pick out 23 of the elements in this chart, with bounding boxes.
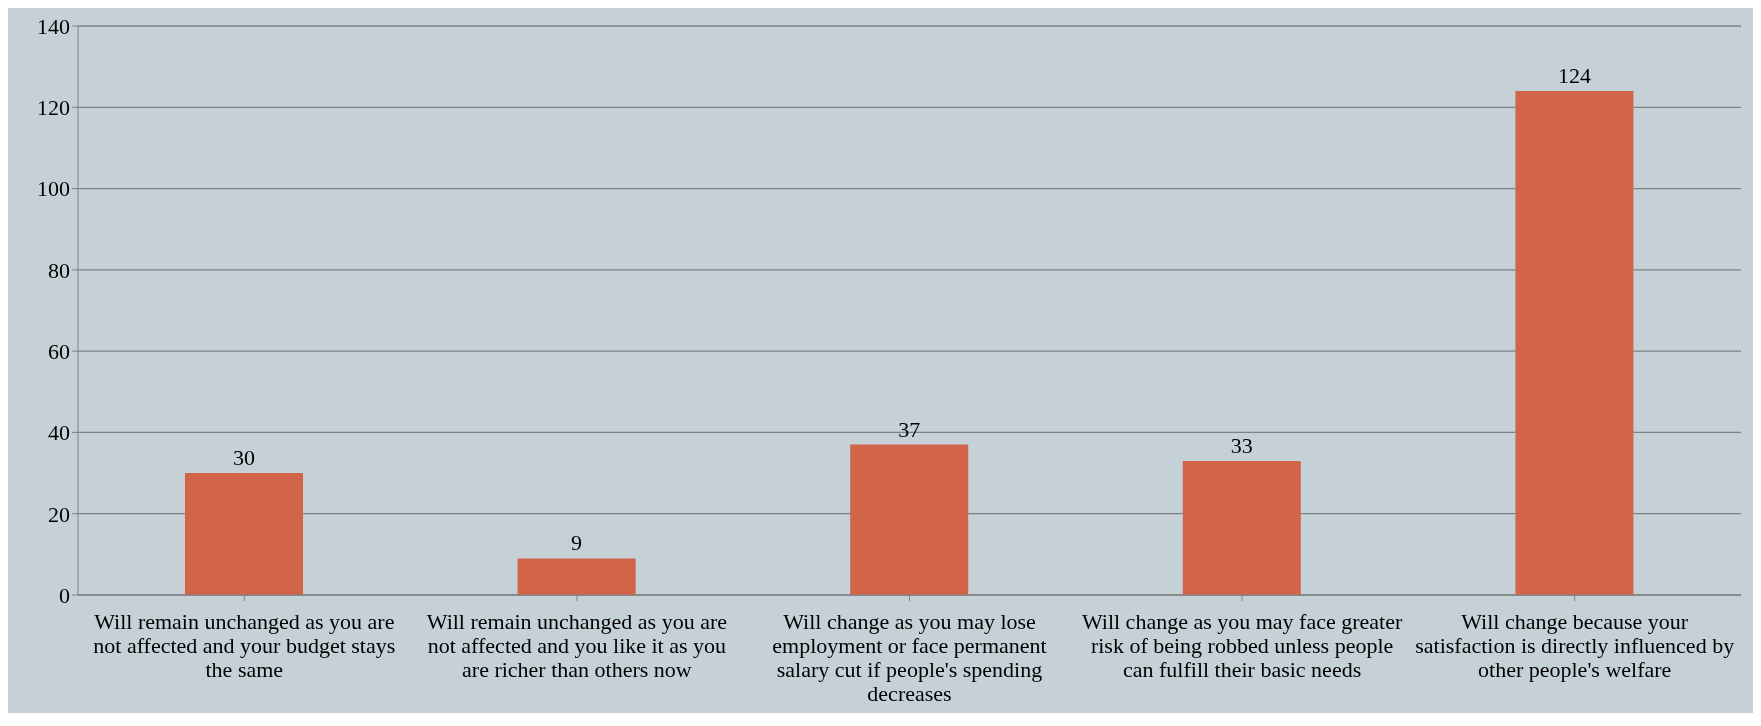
bar	[1515, 91, 1634, 595]
x-tick-label: Will change as you may face greater risk of being robbed unless people can fulfill their basic needs	[1081, 608, 1403, 682]
y-tick-label: 20	[48, 501, 70, 527]
y-tick-label: 60	[48, 338, 70, 364]
y-tick-label: 80	[48, 257, 70, 283]
data-label: 37	[898, 416, 921, 442]
bar	[850, 444, 969, 595]
y-tick-label: 100	[37, 176, 70, 202]
y-tick-label: 40	[48, 420, 70, 446]
y-tick-label: 140	[37, 13, 70, 39]
x-tick-label: Will remain unchanged as you are not affected and you like it as you are richer than others now	[426, 608, 728, 682]
x-tick-label: Will remain unchanged as you are not affected and your budget stays the same	[93, 608, 396, 682]
bar	[517, 558, 636, 595]
data-label: 124	[1557, 63, 1591, 89]
x-tick-label: Will change because your satisfaction is directly influenced by other people's welfare	[1415, 608, 1735, 682]
data-label: 30	[233, 445, 255, 471]
bar	[185, 473, 303, 595]
y-tick-label: 120	[37, 95, 70, 121]
y-tick-label: 0	[59, 582, 70, 608]
bar	[1182, 460, 1301, 595]
data-label: 9	[571, 530, 583, 556]
x-tick-label: Will change as you may lose employment or face permanent salary cut if people's spending decreases	[772, 608, 1047, 706]
data-label: 33	[1230, 432, 1253, 458]
